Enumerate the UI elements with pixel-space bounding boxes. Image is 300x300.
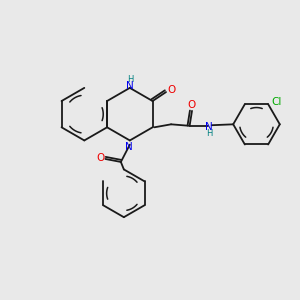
Text: O: O [167,85,175,95]
Text: N: N [125,142,133,152]
Text: N: N [206,122,213,132]
Text: N: N [126,81,134,91]
Text: O: O [96,153,105,163]
Text: O: O [188,100,196,110]
Text: H: H [206,129,212,138]
Text: H: H [127,75,133,84]
Text: Cl: Cl [271,97,282,107]
